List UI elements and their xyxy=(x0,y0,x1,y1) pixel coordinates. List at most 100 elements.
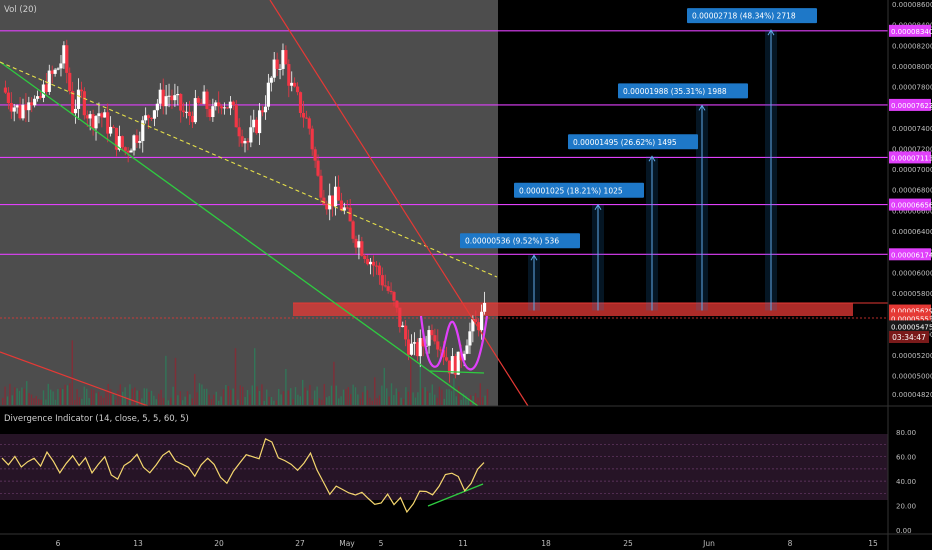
candle-body xyxy=(155,103,159,111)
volume-bar xyxy=(26,381,28,405)
candle-body xyxy=(284,50,288,65)
volume-bar xyxy=(146,388,148,405)
candle-body xyxy=(138,141,142,143)
volume-bar xyxy=(402,398,405,405)
volume-bar xyxy=(155,399,157,405)
price-badge xyxy=(889,320,931,333)
candle-body xyxy=(471,319,475,332)
candle-body xyxy=(415,342,419,357)
candle-body xyxy=(433,335,437,342)
candle-body xyxy=(132,135,136,151)
oscillator-divergence-line[interactable] xyxy=(427,483,484,507)
candle-body xyxy=(357,241,361,248)
candle-body xyxy=(421,338,425,347)
volume-bar xyxy=(333,361,335,405)
volume-bar xyxy=(242,386,244,405)
volume-bar xyxy=(112,394,114,405)
volume-bar xyxy=(23,388,25,405)
volume-bar xyxy=(210,399,213,405)
candle-body xyxy=(430,330,434,336)
volume-bars xyxy=(2,340,489,405)
volume-bar xyxy=(134,387,136,405)
volume-bar xyxy=(189,394,191,405)
volume-bar xyxy=(177,395,179,405)
volume-bar xyxy=(136,390,138,405)
volume-bar xyxy=(366,390,369,405)
volume-bar xyxy=(398,391,400,405)
volume-bar xyxy=(338,398,340,405)
candle-body xyxy=(170,95,174,101)
volume-bar xyxy=(434,394,436,405)
oscillator-axis[interactable]: 80.00 60.00 40.00 20.00 0.00 xyxy=(896,429,916,535)
candle-body xyxy=(418,338,422,357)
candle-body xyxy=(193,98,197,123)
volume-bar xyxy=(4,386,6,405)
price-tick-label: 0.00006400 xyxy=(892,228,932,236)
candle-body xyxy=(149,117,154,119)
volume-bar xyxy=(194,373,196,405)
candle-body xyxy=(477,322,481,331)
red-lower-trendline[interactable] xyxy=(0,351,149,407)
time-tick-label: May xyxy=(339,539,355,548)
candle-body xyxy=(62,45,66,64)
resistance-zone[interactable] xyxy=(293,303,853,316)
target-label-box[interactable] xyxy=(514,182,644,198)
volume-bar xyxy=(335,385,337,405)
candle-body xyxy=(56,68,60,70)
double-bottom-pattern[interactable] xyxy=(419,315,489,371)
volume-bar xyxy=(57,389,59,405)
oscillator-grid xyxy=(0,444,888,494)
green-trendline[interactable] xyxy=(0,61,479,407)
candle-body xyxy=(392,292,396,301)
volume-bar xyxy=(74,399,76,405)
volume-bar xyxy=(441,389,443,405)
volume-bar xyxy=(201,384,203,405)
volume-bar xyxy=(285,368,287,405)
volume-bar xyxy=(306,390,309,405)
target-label-box[interactable] xyxy=(618,83,748,99)
countdown-badge xyxy=(889,331,929,343)
volume-bar xyxy=(14,387,16,405)
volume-bar xyxy=(45,399,47,405)
candle-body xyxy=(456,351,460,375)
target-label-box[interactable] xyxy=(687,8,817,24)
target-label-box[interactable] xyxy=(460,233,580,249)
oscillator-series[interactable] xyxy=(1,437,485,514)
candle-body xyxy=(18,105,22,119)
volume-bar xyxy=(354,387,357,405)
candle-body xyxy=(120,136,124,148)
candle-body xyxy=(328,195,332,210)
yellow-dashed-trendline[interactable] xyxy=(0,61,498,278)
volume-bar xyxy=(482,397,484,405)
candle-body xyxy=(179,93,183,111)
oscillator-legend[interactable]: Divergence Indicator (14, close, 5, 5, 6… xyxy=(4,414,189,424)
volume-bar xyxy=(165,355,167,405)
candle-body xyxy=(258,110,262,134)
red-trendline[interactable] xyxy=(269,0,529,407)
volume-bar xyxy=(278,388,280,405)
candle-body xyxy=(272,59,276,78)
time-axis[interactable]: 6 13 20 27 May 5 11 18 25 Jun 8 15 xyxy=(56,539,878,548)
candle-body xyxy=(260,110,265,113)
price-badge-text: 0.00007113 xyxy=(891,154,932,162)
time-tick-label: 11 xyxy=(458,539,468,548)
volume-bar xyxy=(251,385,253,405)
candle-body xyxy=(406,339,411,355)
volume-bar xyxy=(76,389,78,405)
volume-bar xyxy=(374,377,376,405)
volume-bar xyxy=(86,388,88,405)
target-label-box[interactable] xyxy=(568,134,698,150)
candle-body xyxy=(103,112,107,118)
volume-bar xyxy=(458,386,460,405)
volume-bar xyxy=(369,397,371,405)
candle-body xyxy=(237,127,241,137)
volume-legend[interactable]: Vol (20) xyxy=(4,5,37,15)
volume-bar xyxy=(400,397,402,405)
candle-body xyxy=(465,345,469,354)
candle-body xyxy=(68,72,72,92)
candle-body xyxy=(123,147,127,151)
volume-bar xyxy=(318,398,321,405)
neckline-support[interactable] xyxy=(429,370,485,374)
volume-bar xyxy=(52,391,54,405)
